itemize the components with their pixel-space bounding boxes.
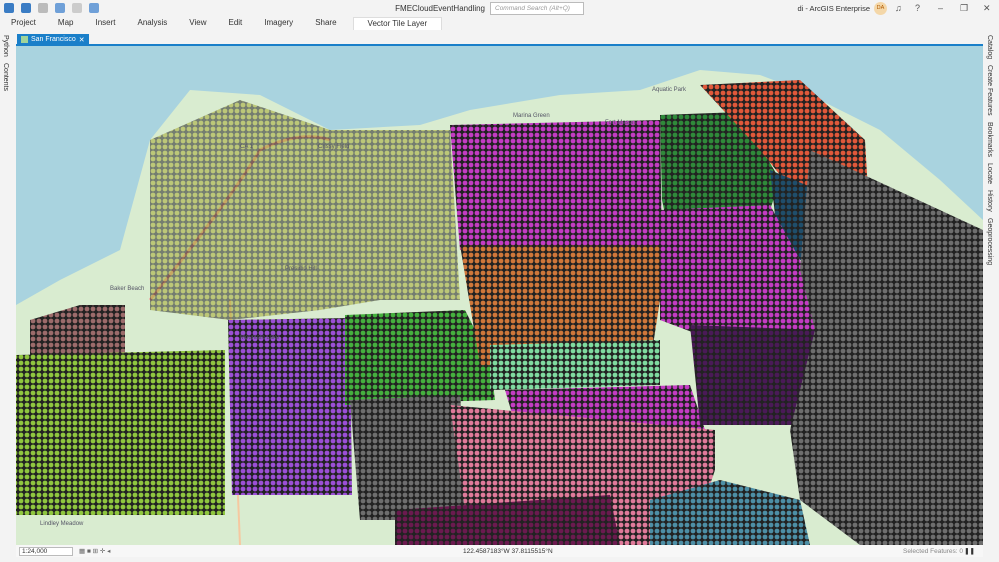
cluster-region: [395, 495, 620, 545]
cluster-region: [490, 340, 660, 390]
cluster-region: [790, 150, 983, 545]
close-icon[interactable]: ✕: [983, 3, 991, 13]
pane-create-features[interactable]: Create Features: [986, 65, 993, 116]
tab-share[interactable]: Share: [315, 18, 337, 27]
tab-insert[interactable]: Insert: [95, 18, 116, 27]
left-pane-tabs: Python Contents: [0, 32, 14, 546]
selected-features: Selected Features: 0: [903, 547, 963, 555]
avatar[interactable]: DA: [874, 2, 887, 15]
pane-geoprocessing[interactable]: Geoprocessing: [986, 217, 993, 265]
right-pane-tabs: Catalog Create Features Bookmarks Locate…: [984, 32, 999, 268]
open-project-icon[interactable]: [21, 3, 31, 13]
cluster-region: [228, 318, 352, 495]
cluster-region: [690, 325, 820, 425]
tab-view[interactable]: View: [189, 18, 207, 27]
cluster-region: [16, 350, 225, 515]
quick-access-toolbar: [0, 0, 99, 16]
tab-edit[interactable]: Edit: [228, 18, 243, 27]
map-canvas[interactable]: Marina Green Fort Mason Crissy Field CA …: [16, 46, 983, 545]
command-search-input[interactable]: Command Search (Alt+Q): [490, 2, 584, 15]
tab-project[interactable]: Project: [11, 18, 36, 27]
map-label: Fort Mason: [605, 120, 635, 126]
pane-contents[interactable]: Contents: [2, 62, 9, 91]
cluster-region: [460, 245, 660, 365]
notifications-icon[interactable]: ♫: [895, 3, 902, 13]
pane-catalog[interactable]: Catalog: [986, 35, 993, 60]
new-project-icon[interactable]: [4, 3, 14, 13]
map-label: Crissy Field: [318, 144, 349, 150]
cluster-region: [345, 310, 495, 405]
customize-icon[interactable]: [89, 3, 99, 13]
pane-locate[interactable]: Locate: [986, 162, 993, 184]
map-tab-label: San Francisco: [31, 36, 76, 43]
pane-python[interactable]: Python: [2, 35, 9, 57]
map-label: Baker Beach: [110, 286, 144, 292]
map-label: Mountain Lake: [240, 335, 280, 341]
map-icon: [21, 36, 28, 43]
tab-divider: [16, 44, 983, 46]
minimize-icon[interactable]: –: [938, 3, 944, 13]
pause-drawing-icon[interactable]: ❚❚: [964, 548, 975, 555]
map-label: Presidio Hill: [285, 266, 317, 272]
pane-bookmarks[interactable]: Bookmarks: [986, 121, 993, 157]
cluster-region: [660, 205, 820, 340]
tab-vector-tile-layer[interactable]: Vector Tile Layer: [352, 17, 443, 30]
map-view[interactable]: Marina Green Fort Mason Crissy Field CA …: [16, 46, 983, 545]
save-icon[interactable]: [38, 3, 48, 13]
tab-map[interactable]: Map: [57, 18, 74, 27]
tab-imagery[interactable]: Imagery: [264, 18, 294, 27]
map-label: Aquatic Park: [652, 87, 687, 93]
tab-analysis[interactable]: Analysis: [137, 18, 168, 27]
ribbon-tabs: Project Map Insert Analysis View Edit Im…: [0, 17, 443, 30]
restore-icon[interactable]: ❐: [960, 3, 969, 13]
map-label: Lindley Meadow: [40, 521, 84, 527]
status-bar: 1:24,000 ▦ ■ ⊞ ✛ ◂ 122.4587183°W 37.8115…: [16, 545, 983, 557]
pane-history[interactable]: History: [986, 189, 993, 212]
window-title: FMECloudEventHandling: [395, 4, 485, 13]
close-tab-icon[interactable]: ✕: [78, 36, 85, 44]
coordinate-readout: 122.4587183°W 37.8115515°N: [463, 547, 553, 555]
help-icon[interactable]: ?: [915, 3, 921, 13]
signed-in-user[interactable]: di - ArcGIS Enterprise: [797, 4, 870, 13]
cluster-region: [450, 120, 662, 250]
cluster-region: [150, 100, 460, 320]
navigation-tools-icon[interactable]: ▦ ■ ⊞ ✛ ◂: [79, 548, 111, 555]
scale-selector[interactable]: 1:24,000: [19, 546, 73, 556]
map-tab-san-francisco[interactable]: San Francisco ✕: [17, 34, 89, 45]
redo-icon[interactable]: [72, 3, 82, 13]
cluster-region: [650, 480, 810, 545]
map-label: Marina Green: [513, 113, 550, 119]
map-label: CA 1: [240, 144, 254, 150]
undo-icon[interactable]: [55, 3, 65, 13]
cluster-region: [350, 395, 470, 520]
